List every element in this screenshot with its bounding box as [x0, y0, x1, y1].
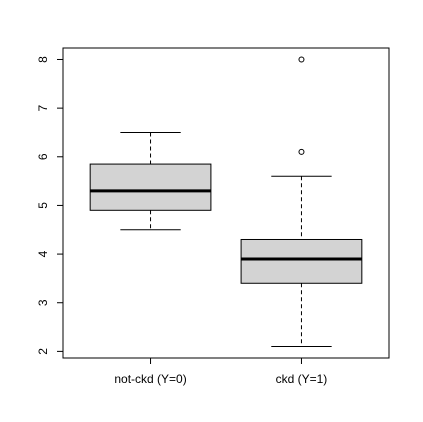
- x-tick-label: not-ckd (Y=0): [114, 372, 186, 386]
- y-tick-label: 6: [36, 153, 50, 160]
- y-tick-label: 7: [36, 104, 50, 111]
- box: [89, 163, 212, 211]
- outlier: [298, 148, 305, 155]
- y-tick-label: 2: [36, 348, 50, 355]
- y-tick-label: 8: [36, 56, 50, 63]
- plot-frame: [62, 47, 390, 359]
- y-tick-label: 5: [36, 202, 50, 209]
- y-tick-label: 4: [36, 250, 50, 257]
- y-tick-label: 3: [36, 299, 50, 306]
- outlier: [298, 56, 305, 63]
- box: [240, 238, 363, 284]
- x-tick-label: ckd (Y=1): [276, 372, 328, 386]
